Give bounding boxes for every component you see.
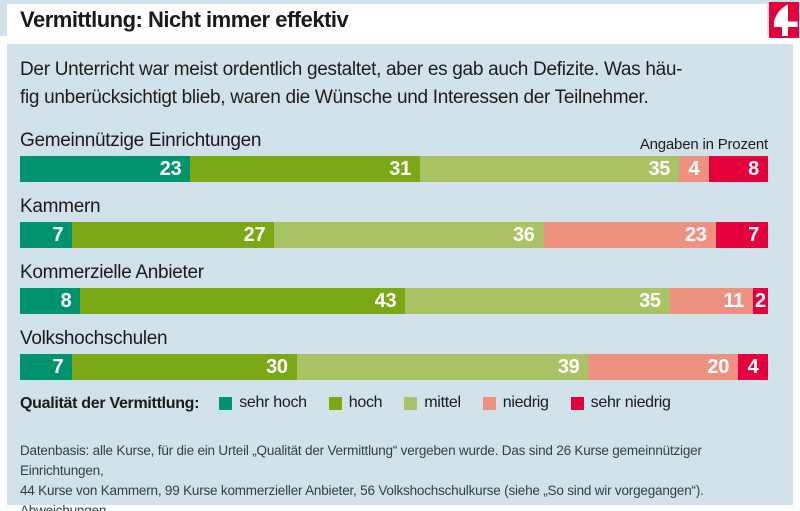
bar-segment: 30 (72, 354, 297, 380)
legend-label: mittel (424, 394, 461, 411)
category-label: Kommerzielle Anbieter (20, 262, 204, 283)
legend-swatch (482, 396, 496, 410)
legend-swatch (328, 396, 342, 410)
bar-segment: 36 (274, 222, 544, 248)
legend-label: hoch (348, 394, 383, 411)
brand-logo (769, 2, 799, 38)
legend-swatch (404, 396, 418, 410)
bar-segment: 31 (190, 156, 420, 182)
unit-note: Angaben in Prozent (639, 136, 768, 153)
bar-segment: 8 (708, 156, 768, 182)
bar-segment: 11 (669, 288, 753, 314)
legend-item: sehr hoch (219, 394, 307, 412)
stacked-bar: 23 31 35 4 8 (20, 156, 768, 182)
legend-swatch (570, 396, 584, 410)
page-title: Vermittlung: Nicht immer effektiv (20, 7, 349, 32)
segment-value: 35 (639, 290, 661, 312)
bar-segment: 7 (20, 222, 73, 248)
legend-title: Qualität der Vermittlung: (20, 395, 200, 413)
stacked-bar: 8 43 35 11 2 (20, 288, 768, 314)
bar-row: Kommerzielle Anbieter 8 43 35 11 2 (20, 262, 768, 314)
legend-label: sehr hoch (239, 394, 307, 411)
title-band: Vermittlung: Nicht immer effektiv (7, 4, 767, 36)
segment-value: 35 (648, 158, 671, 180)
segment-value: 27 (243, 224, 266, 246)
bar-segment: 27 (72, 222, 275, 248)
bar-segment: 43 (80, 288, 406, 314)
segment-value: 2 (755, 290, 766, 312)
segment-value: 23 (684, 224, 707, 246)
bar-segment: 7 (20, 354, 73, 380)
segment-value: 36 (512, 224, 535, 246)
segment-value: 7 (52, 356, 64, 378)
segment-value: 43 (374, 290, 397, 312)
bar-segment: 4 (679, 156, 709, 182)
subtitle-line: Der Unterricht war meist ordentlich gest… (20, 59, 683, 80)
segment-value: 7 (748, 224, 759, 246)
segment-value: 39 (557, 356, 580, 378)
footnote-line: Datenbasis: alle Kurse, für die ein Urte… (20, 442, 702, 478)
legend-label: sehr niedrig (590, 394, 671, 411)
footnote-line: 44 Kurse von Kammern, 99 Kurse kommerzie… (20, 482, 704, 511)
subtitle: Der Unterricht war meist ordentlich gest… (20, 54, 768, 112)
segment-value: 31 (389, 158, 411, 180)
segment-value: 8 (60, 290, 72, 312)
bar-segment: 23 (20, 156, 191, 182)
category-label: Volkshochschulen (20, 328, 168, 349)
segment-value: 7 (52, 224, 64, 246)
legend-item: sehr niedrig (570, 394, 671, 412)
category-label: Gemeinnützige Einrichtungen (20, 130, 262, 151)
subtitle-line: fig unberücksichtigt blieb, waren die Wü… (20, 87, 649, 108)
category-label: Kammern (20, 196, 101, 217)
bar-segment: 2 (752, 288, 768, 314)
segment-value: 8 (748, 158, 759, 180)
bar-segment: 20 (588, 354, 739, 380)
stacked-bar: 7 27 36 23 7 (20, 222, 768, 248)
bar-segment: 35 (419, 156, 680, 182)
bar-segment: 4 (738, 354, 768, 380)
bar-row: Volkshochschulen 7 30 39 20 4 (20, 328, 768, 380)
bar-segment: 39 (296, 354, 589, 380)
segment-value: 23 (159, 158, 182, 180)
stacked-bar: 7 30 39 20 4 (20, 354, 768, 380)
segment-value: 30 (266, 356, 288, 378)
legend-label: niedrig (502, 394, 549, 411)
legend-item: hoch (328, 394, 383, 412)
legend-items: sehr hoch hoch mittel niedrig sehr niedrig (219, 394, 692, 415)
bar-row: Gemeinnützige Einrichtungen 23 31 35 4 8 (20, 130, 768, 182)
legend-item: niedrig (482, 394, 549, 412)
legend: Qualität der Vermittlung: sehr hoch hoch m… (20, 394, 768, 415)
bar-segment: 23 (543, 222, 716, 248)
legend-item: mittel (404, 394, 461, 412)
segment-value: 20 (707, 356, 730, 378)
bar-segment: 35 (405, 288, 670, 314)
bar-row: Kammern 7 27 36 23 7 (20, 196, 768, 248)
bar-segment: 8 (20, 288, 81, 314)
test-flag-icon (769, 2, 799, 38)
legend-swatch (219, 396, 233, 410)
segment-value: 4 (747, 356, 759, 378)
content-panel: Der Unterricht war meist ordentlich gest… (7, 44, 793, 511)
segment-value: 4 (688, 158, 700, 180)
stacked-bar-chart: Gemeinnützige Einrichtungen 23 31 35 4 8 Kamme… (20, 130, 768, 380)
header: Vermittlung: Nicht immer effektiv (0, 0, 800, 36)
bar-segment: 7 (715, 222, 768, 248)
segment-value: 11 (723, 290, 744, 312)
footnote: Datenbasis: alle Kurse, für die ein Urte… (20, 441, 768, 511)
